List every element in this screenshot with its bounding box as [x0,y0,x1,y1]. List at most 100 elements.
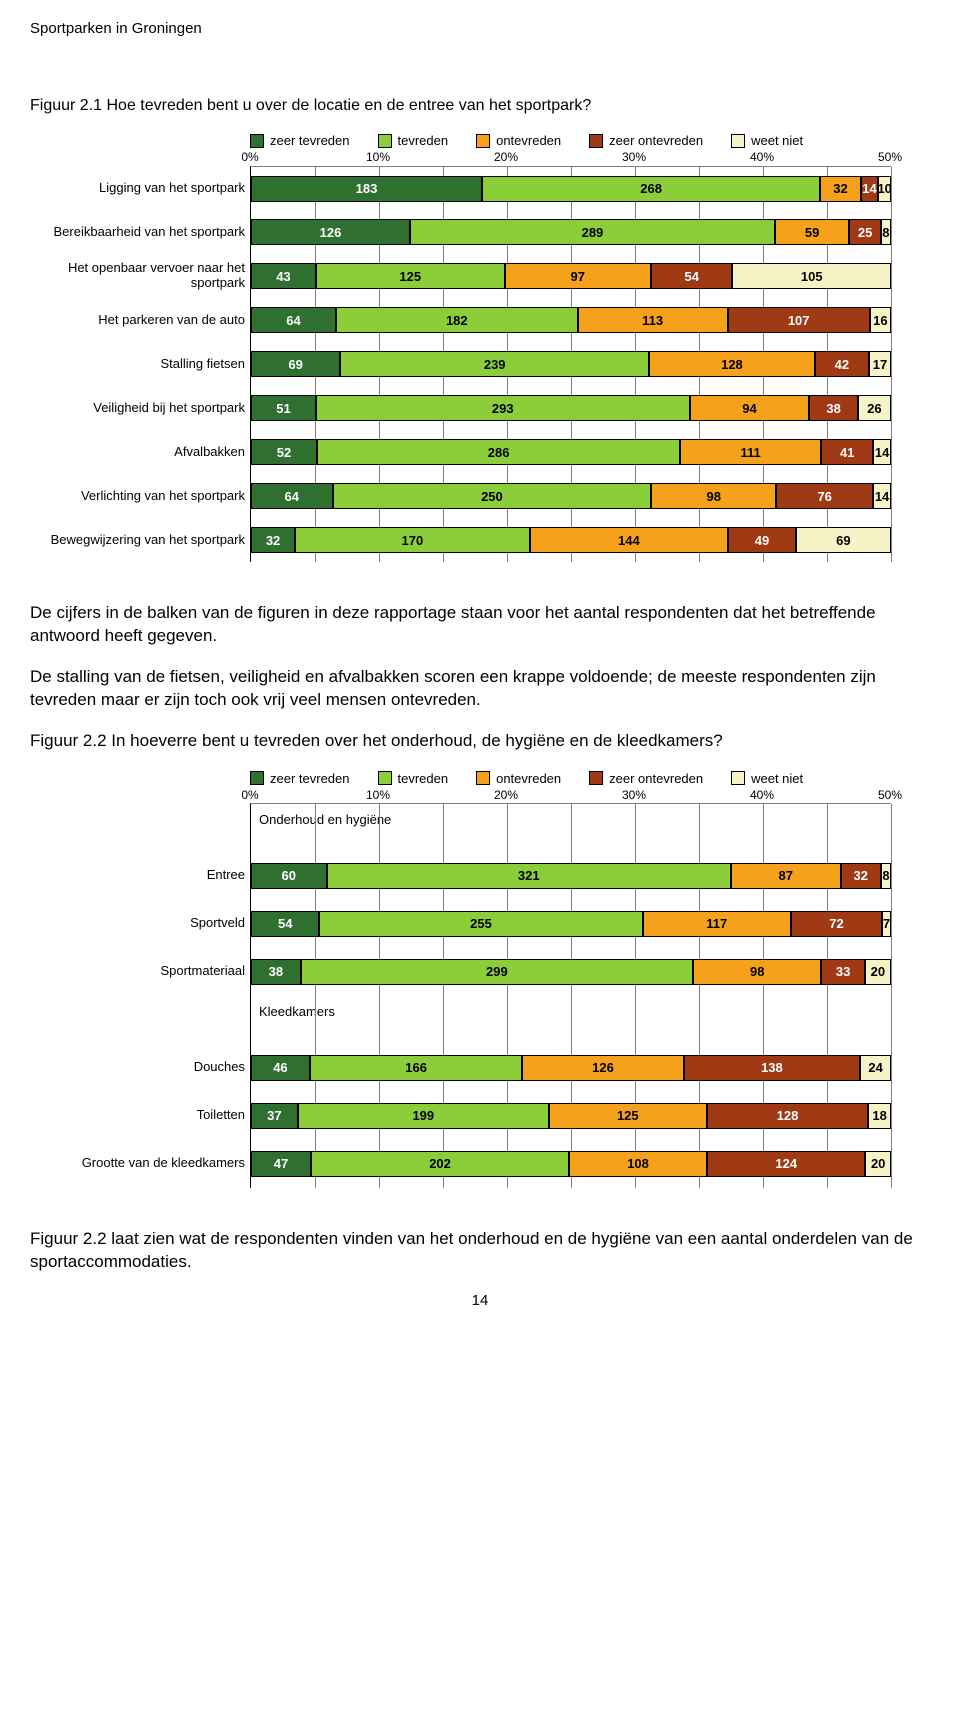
bar-area: 431259754105 [250,254,891,298]
row-label: Verlichting van het sportpark [30,489,250,504]
bar-segment: 117 [643,911,791,937]
legend-swatch [589,134,603,148]
chart-row: Bereikbaarheid van het sportpark12628959… [30,210,930,254]
legend-label: weet niet [751,771,803,786]
stacked-bar: 54255117727 [251,911,891,937]
axis-tick-label: 0% [241,788,258,802]
bar-segment: 37 [251,1103,298,1129]
bar-segment: 97 [505,263,651,289]
bar-segment: 33 [821,959,864,985]
chart-row: Ligging van het sportpark183268321410 [30,166,930,210]
bar-segment: 72 [791,911,882,937]
stacked-bar: 431259754105 [251,263,891,289]
bar-segment: 124 [707,1151,865,1177]
bar-segment: 14 [873,483,891,509]
axis-tick-label: 30% [622,788,646,802]
bar-segment: 51 [251,395,316,421]
legend-item: ontevreden [476,771,561,786]
bar-segment: 32 [251,527,295,553]
legend-swatch [476,134,490,148]
axis-tick-label: 30% [622,150,646,164]
chart-row: Douches4616612613824 [30,1044,930,1092]
bar-segment: 125 [316,263,505,289]
axis-tick-label: 40% [750,788,774,802]
bar-segment: 8 [881,219,891,245]
bar-segment: 286 [317,439,680,465]
stacked-bar: 12628959258 [251,219,891,245]
bar-segment: 26 [858,395,891,421]
figure1-chart: zeer tevredentevredenontevredenzeer onte… [30,133,930,562]
bar-segment: 128 [649,351,814,377]
bar-area: 51293943826 [250,386,891,430]
bar-segment: 54 [251,911,319,937]
stacked-bar: 183268321410 [251,176,891,202]
bar-segment: 289 [410,219,775,245]
stacked-bar: 38299983320 [251,959,891,985]
bar-segment: 52 [251,439,317,465]
bar-segment: 183 [251,176,482,202]
chart-row: Veiligheid bij het sportpark51293943826 [30,386,930,430]
bar-segment: 38 [809,395,857,421]
stacked-bar: 4616612613824 [251,1055,891,1081]
bar-segment: 20 [865,1151,891,1177]
legend-label: ontevreden [496,771,561,786]
bar-segment: 76 [776,483,873,509]
row-label: Het parkeren van de auto [30,313,250,328]
legend-label: tevreden [398,133,449,148]
legend-swatch [476,771,490,785]
bar-area: 4720210812420 [250,1140,891,1188]
bar-segment: 24 [860,1055,891,1081]
stacked-bar: 692391284217 [251,351,891,377]
bar-segment: 170 [295,527,529,553]
bar-area: 3719912512818 [250,1092,891,1140]
bar-segment: 41 [821,439,873,465]
axis-tick-label: 50% [878,150,902,164]
bar-segment: 42 [815,351,869,377]
bar-segment: 8 [881,863,891,889]
bar-segment: 98 [651,483,776,509]
bar-segment: 16 [870,307,891,333]
row-label: Douches [30,1060,250,1075]
legend-swatch [378,771,392,785]
legend-label: ontevreden [496,133,561,148]
bar-segment: 10 [878,176,891,202]
bar-area: 321701444969 [250,518,891,562]
figure1-title: Figuur 2.1 Hoe tevreden bent u over de l… [30,97,930,115]
axis-tick-label: 20% [494,788,518,802]
bar-segment: 54 [651,263,733,289]
bar-segment: 250 [333,483,652,509]
bar-segment: 98 [693,959,822,985]
legend-swatch [589,771,603,785]
row-label: Veiligheid bij het sportpark [30,401,250,416]
axis-tick-label: 10% [366,150,390,164]
chart-row: Het parkeren van de auto6418211310716 [30,298,930,342]
bar-segment: 108 [569,1151,707,1177]
chart-row: Entree6032187328 [30,852,930,900]
bar-area: 692391284217 [250,342,891,386]
legend-swatch [378,134,392,148]
axis-tick-label: 50% [878,788,902,802]
chart-row: Het openbaar vervoer naar het sportpark4… [30,254,930,298]
row-label: Toiletten [30,1108,250,1123]
bar-area: 54255117727 [250,900,891,948]
row-label: Bewegwijzering van het sportpark [30,533,250,548]
bar-segment: 299 [301,959,693,985]
bar-segment: 43 [251,263,316,289]
bar-segment: 126 [522,1055,683,1081]
legend-label: zeer ontevreden [609,771,703,786]
bar-segment: 138 [684,1055,861,1081]
legend-label: weet niet [751,133,803,148]
stacked-bar: 64250987614 [251,483,891,509]
bar-segment: 38 [251,959,301,985]
legend-item: zeer tevreden [250,133,350,148]
bar-segment: 47 [251,1151,311,1177]
stacked-bar: 321701444969 [251,527,891,553]
chart-row: Verlichting van het sportpark64250987614 [30,474,930,518]
bar-area: 6032187328 [250,852,891,900]
bar-segment: 17 [869,351,891,377]
bar-segment: 125 [549,1103,707,1129]
bar-segment: 25 [849,219,881,245]
figure2-title: Figuur 2.2 In hoeverre bent u tevreden o… [30,730,930,753]
bar-segment: 14 [861,176,879,202]
row-label: Stalling fietsen [30,357,250,372]
